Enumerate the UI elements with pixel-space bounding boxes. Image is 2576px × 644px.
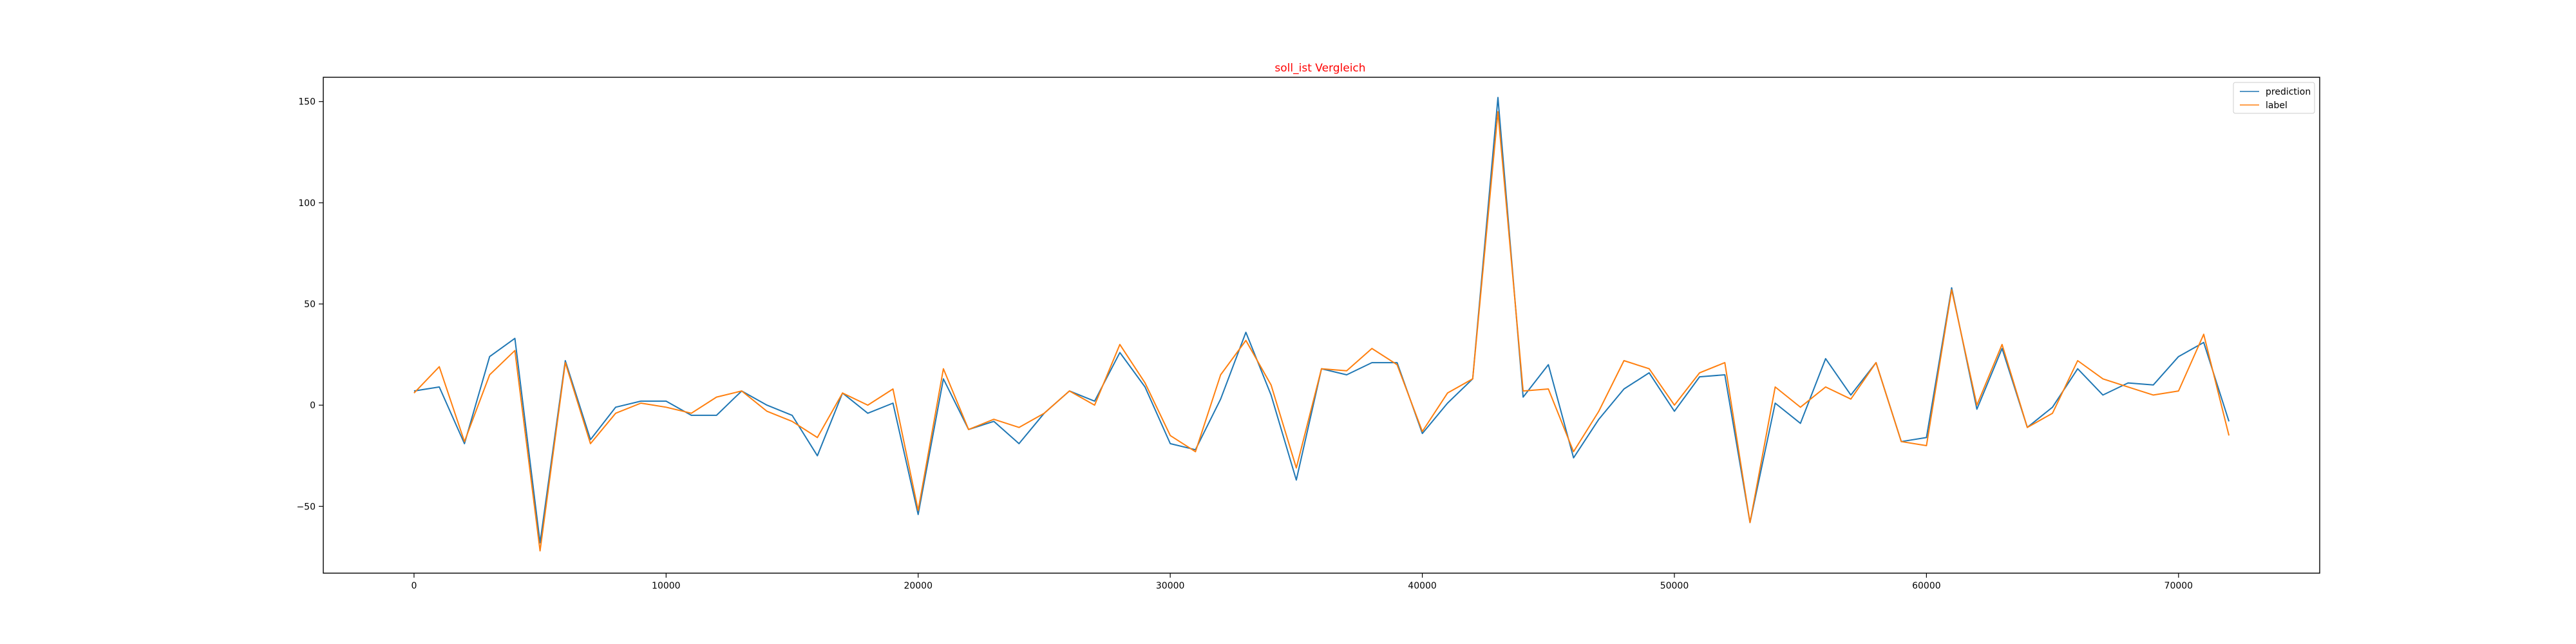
x-tick-label: 30000	[1156, 581, 1185, 591]
x-tick-label: 0	[411, 581, 417, 591]
y-tick-label: 0	[310, 401, 316, 411]
x-tick-label: 10000	[652, 581, 681, 591]
series-line-label	[413, 111, 2230, 552]
legend: prediction label	[2233, 82, 2315, 114]
y-tick-label: 100	[298, 198, 316, 209]
x-tick-label: 70000	[2164, 581, 2193, 591]
x-tick-label: 50000	[1660, 581, 1689, 591]
y-tick-label: 50	[304, 299, 316, 310]
series-layer	[413, 97, 2230, 552]
y-tick-label: −50	[296, 502, 316, 512]
y-axis: −50 0 50 100 150	[296, 97, 323, 512]
x-tick-label: 20000	[904, 581, 933, 591]
legend-label-prediction: prediction	[2266, 87, 2311, 97]
x-axis: 0 10000 20000 30000 40000 50000 60000 70000	[411, 573, 2193, 591]
chart-title: soll_ist Vergleich	[1274, 62, 1365, 75]
axes-frame	[323, 77, 2320, 574]
x-tick-label: 40000	[1408, 581, 1437, 591]
legend-label-label: label	[2266, 100, 2287, 111]
x-tick-label: 60000	[1912, 581, 1941, 591]
y-tick-label: 150	[298, 97, 316, 108]
legend-box	[2233, 82, 2315, 114]
